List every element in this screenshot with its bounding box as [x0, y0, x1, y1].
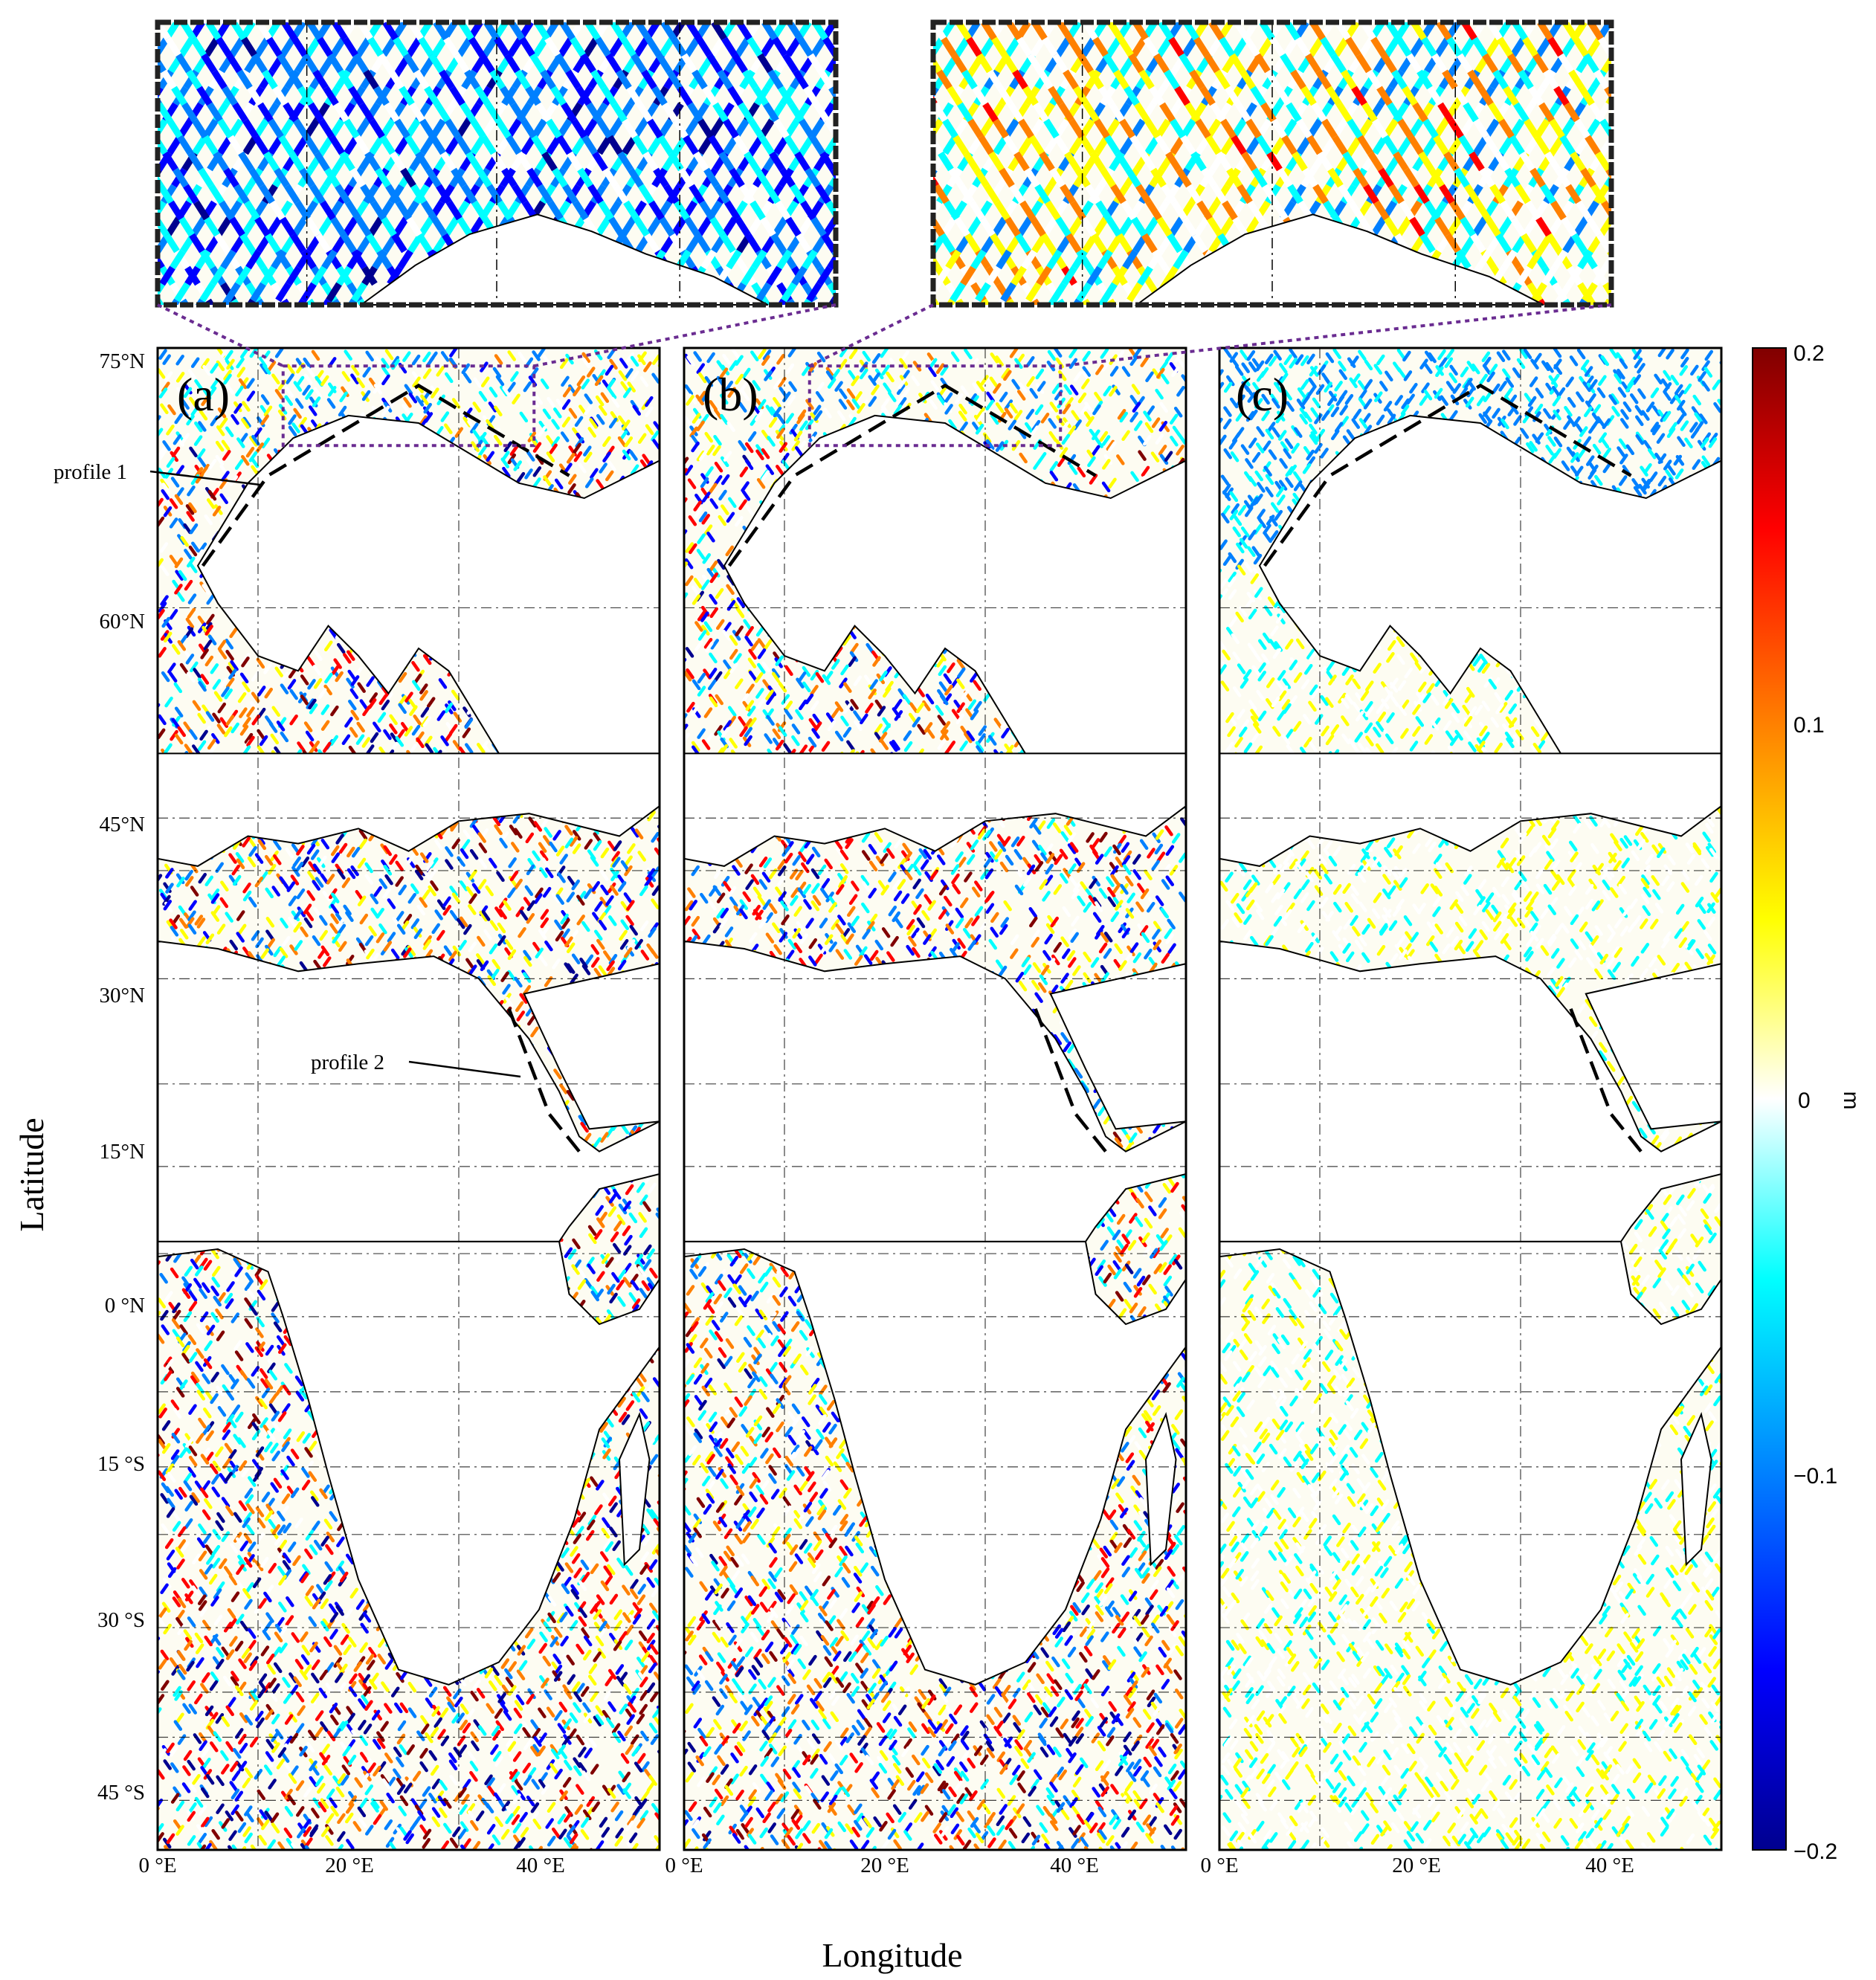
- panel-frame: [1218, 346, 1723, 1851]
- longitude-tick-labels: 0 °E 20 °E 40 °E 0 °E 20 °E 40 °E 0 °E 2…: [138, 1854, 1634, 1877]
- colorbar: 0.2 0.1 0 −0.1 −0.2 m: [1752, 341, 1863, 1864]
- lon-tick-20-b: 20 °E: [860, 1854, 909, 1877]
- colorbar-gradient: [1752, 347, 1787, 1851]
- inset-connector-left: [157, 303, 284, 368]
- panel-label-a: (a): [177, 368, 230, 421]
- inset-a: [155, 19, 839, 368]
- lon-tick-0-b: 0 °E: [665, 1854, 703, 1877]
- profile-2-arrow: [408, 1060, 521, 1078]
- inset-connector-right: [1060, 303, 1612, 368]
- lon-tick-40-a: 40 °E: [516, 1854, 565, 1877]
- lon-tick-40-b: 40 °E: [1050, 1854, 1099, 1877]
- inset-coastline: [358, 213, 769, 306]
- panel-frame: [156, 346, 661, 1851]
- latitude-tick-labels: 75°N 60°N 45°N 30°N 15°N 0 °N 15 °S 30 °…: [97, 349, 145, 1805]
- colorbar-tick-min: −0.2: [1793, 1839, 1837, 1864]
- lat-tick-15n: 15°N: [99, 1140, 145, 1164]
- panel-label-c: (c): [1236, 368, 1289, 421]
- colorbar-tick-0p1: 0.1: [1793, 713, 1825, 738]
- lon-tick-0-a: 0 °E: [138, 1854, 176, 1877]
- lat-tick-45n: 45°N: [99, 813, 145, 836]
- graticule: [684, 348, 1186, 1850]
- lon-tick-20-a: 20 °E: [325, 1854, 374, 1877]
- lat-tick-45s: 45 °S: [97, 1781, 145, 1805]
- colorbar-unit: m: [1839, 1091, 1863, 1110]
- lat-tick-60n: 60°N: [99, 610, 145, 633]
- colorbar-tick-zero: 0: [1798, 1089, 1811, 1113]
- panel-frame: [683, 346, 1187, 1851]
- profile-1-annotation: profile 1: [54, 460, 261, 486]
- panel-a: [156, 346, 661, 1851]
- y-axis-title: Latitude: [13, 1118, 51, 1231]
- lat-tick-30s: 30 °S: [97, 1608, 145, 1632]
- inset-graticule: [306, 22, 680, 305]
- inset-region-box: [281, 364, 536, 448]
- colorbar-tick-neg0p1: −0.1: [1793, 1464, 1837, 1489]
- lon-tick-0-c: 0 °E: [1200, 1854, 1238, 1877]
- lat-tick-0n: 0 °N: [105, 1294, 145, 1318]
- profile-lines: [727, 383, 1107, 1153]
- profile-1-label: profile 1: [54, 460, 127, 484]
- colorbar-tick-max: 0.2: [1793, 341, 1825, 366]
- panel-b: [683, 346, 1187, 1851]
- lon-tick-40-c: 40 °E: [1585, 1854, 1634, 1877]
- lat-tick-75n: 75°N: [99, 349, 145, 373]
- profile-lines: [1263, 383, 1643, 1153]
- profile-lines: [201, 383, 581, 1153]
- inset-b: [808, 19, 1614, 368]
- inset-connector-right: [533, 303, 837, 368]
- profile-2-annotation: profile 2: [311, 1051, 521, 1078]
- panel-c: [1218, 346, 1723, 1851]
- profile-2-label: profile 2: [311, 1051, 384, 1074]
- inset-region-box: [808, 364, 1063, 448]
- inset-tracks: [933, 22, 1611, 305]
- lat-tick-15s: 15 °S: [97, 1452, 145, 1476]
- inset-frame: [930, 19, 1614, 308]
- inset-coastline: [1134, 213, 1544, 306]
- graticule: [1219, 348, 1721, 1850]
- inset-frame: [155, 19, 839, 308]
- x-axis-title: Longitude: [822, 1936, 962, 1974]
- lon-tick-20-c: 20 °E: [1392, 1854, 1441, 1877]
- lat-tick-30n: 30°N: [99, 984, 145, 1007]
- graticule: [158, 348, 660, 1850]
- profile-1-arrow: [149, 470, 261, 486]
- inset-graticule: [1081, 22, 1456, 305]
- panel-label-b: (b): [703, 368, 758, 421]
